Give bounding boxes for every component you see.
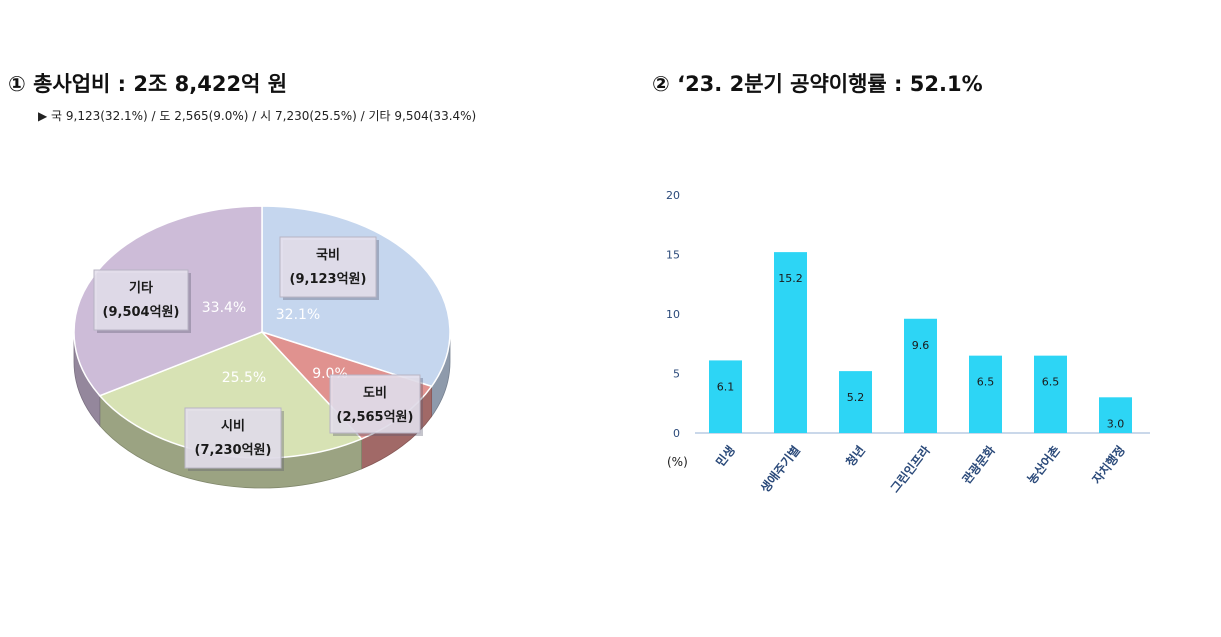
- budget-breakdown-text: ▶ 국 9,123(32.1%) / 도 2,565(9.0%) / 시 7,2…: [38, 109, 477, 123]
- category-label: 청년: [842, 443, 867, 470]
- pie-callout: 도비 (2,565억원): [329, 374, 423, 436]
- pie-slice-amount: (9,504억원): [103, 305, 180, 320]
- category-label: 민생: [712, 443, 737, 470]
- category-label: 농산어촌: [1024, 443, 1063, 487]
- category-label: 그린인프라: [887, 443, 933, 496]
- pie-chart-title: ① 총사업비 : 2조 8,422억 원: [8, 72, 288, 96]
- y-tick-label: 10: [666, 308, 680, 321]
- y-tick-label: 0: [673, 427, 680, 440]
- bar-chart-title: ② ‘23. 2분기 공약이행률 : 52.1%: [652, 72, 983, 96]
- bar-chart: 0 5 10 15 20 (%) 6.1 민생 15.2 생애주기별 5.2 청년 9.6 그린인프라 6.…: [666, 189, 1150, 495]
- pie-callout: 국비 (9,123억원): [279, 236, 379, 300]
- bar-value-label: 6.5: [977, 376, 995, 389]
- pie-slice-name: 기타: [129, 280, 153, 296]
- pie-chart: 32.1%국비(9,123억원)9.0%도비(2,565억원)25.5%시비(7…: [73, 205, 451, 489]
- pie-callout: 시비 (7,230억원): [184, 407, 284, 471]
- pie-percent-label: 25.5%: [222, 370, 266, 386]
- bar-3: [904, 318, 937, 433]
- pie-slice-name: 국비: [316, 248, 340, 263]
- bar-value-label: 3.0: [1107, 417, 1125, 430]
- y-tick-label: 5: [673, 368, 680, 381]
- bar-0: [709, 360, 742, 433]
- bar-value-label: 15.2: [778, 272, 803, 285]
- pie-slice-name: 도비: [363, 386, 387, 401]
- pie-callout: 기타 (9,504억원): [93, 269, 191, 333]
- bar-value-label: 9.6: [912, 339, 930, 352]
- pie-percent-label: 33.4%: [202, 300, 246, 316]
- bar-4: [969, 355, 1002, 433]
- category-label: 생애주기별: [757, 443, 803, 496]
- pie-slice-amount: (2,565억원): [337, 410, 414, 425]
- category-label: 관광문화: [959, 443, 998, 487]
- bar-value-label: 5.2: [847, 391, 865, 404]
- category-label: 자치행정: [1089, 443, 1128, 487]
- pie-slice-amount: (7,230억원): [195, 443, 272, 458]
- pie-slice-name: 시비: [221, 419, 245, 434]
- bar-value-label: 6.5: [1042, 376, 1060, 389]
- bar-5: [1034, 355, 1067, 433]
- bar-6: [1099, 397, 1132, 433]
- bar-2: [839, 371, 872, 433]
- pie-percent-label: 32.1%: [276, 307, 320, 323]
- pie-slice-amount: (9,123억원): [290, 272, 367, 287]
- bar-value-label: 6.1: [717, 380, 735, 393]
- y-tick-label: 20: [666, 189, 680, 202]
- y-tick-label: 15: [666, 249, 680, 262]
- y-unit-label: (%): [667, 455, 688, 469]
- bar-1: [774, 252, 807, 433]
